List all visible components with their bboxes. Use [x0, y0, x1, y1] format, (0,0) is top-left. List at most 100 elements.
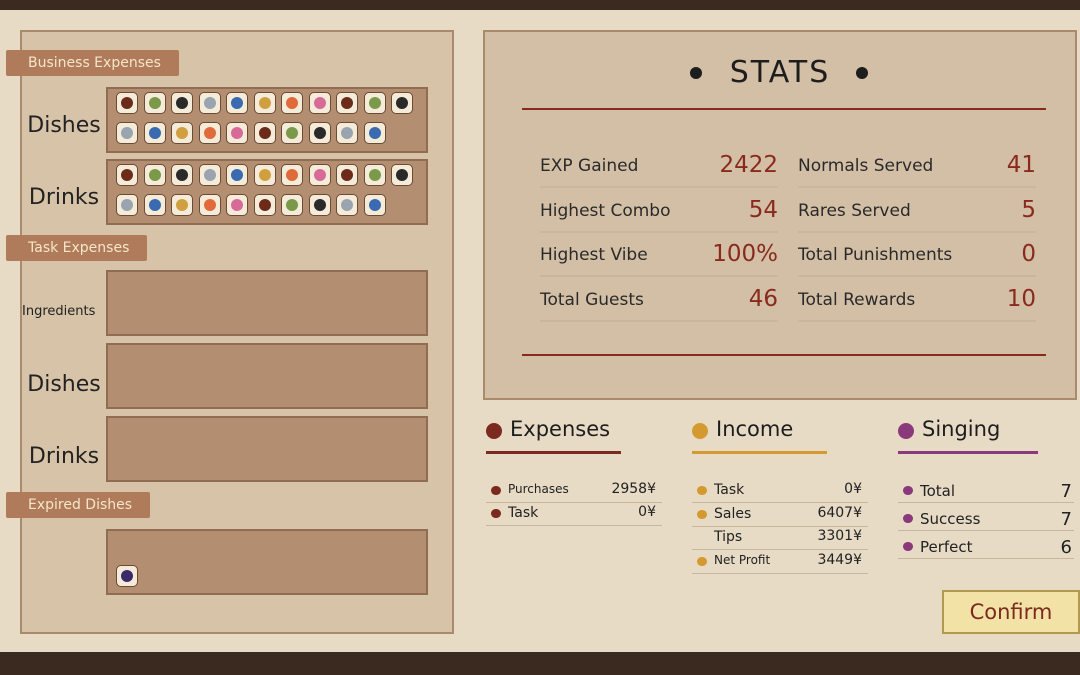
item-icon — [143, 122, 166, 144]
row-value: 0¥ — [844, 481, 862, 497]
item-icon — [143, 164, 166, 186]
row-value: 7 — [1060, 481, 1072, 502]
bullet — [697, 486, 707, 495]
row-label: Dishes — [27, 113, 101, 138]
item-icon — [198, 164, 221, 186]
dish-slot — [106, 343, 428, 409]
divider — [522, 108, 1046, 110]
bullet — [491, 486, 501, 495]
row-divider — [692, 502, 868, 503]
expired-slot — [106, 529, 428, 595]
item-icon — [116, 92, 138, 114]
row-label: Drinks — [28, 444, 100, 469]
item-icon — [143, 194, 166, 216]
row-value: 3449¥ — [817, 551, 862, 568]
item-icon — [281, 92, 303, 114]
stat-value: 0 — [1021, 241, 1036, 267]
item-icon — [198, 194, 221, 216]
item-icon — [116, 122, 138, 144]
item-icon — [171, 92, 193, 114]
item-icon — [281, 164, 303, 186]
item-icon — [336, 164, 358, 186]
item-icon — [363, 92, 386, 114]
stat-label: Rares Served — [798, 200, 911, 221]
row-label: Tips — [714, 529, 743, 545]
row-label: Drinks — [28, 185, 100, 210]
item-icon — [116, 194, 138, 216]
stat-value: 5 — [1021, 196, 1036, 223]
bullet — [697, 509, 707, 519]
item-icon — [363, 122, 386, 144]
frame — [0, 652, 1080, 675]
bullet — [903, 514, 913, 523]
row-divider — [898, 530, 1074, 531]
stat-value: 54 — [748, 196, 778, 223]
row-value: 3301¥ — [817, 528, 862, 544]
row-value: 6 — [1060, 537, 1072, 558]
stat-value: 2422 — [719, 152, 778, 178]
item-icon — [226, 194, 248, 216]
bullet — [491, 509, 501, 518]
row-divider — [692, 572, 868, 574]
item-icon — [281, 122, 303, 144]
stat-label: Total Rewards — [798, 289, 916, 310]
item-icon — [226, 92, 248, 114]
item-icon — [171, 194, 193, 216]
row-divider — [798, 186, 1036, 188]
divider — [522, 354, 1046, 356]
item-icon — [253, 194, 276, 216]
column-title: Expenses — [510, 417, 611, 441]
item-icon — [308, 92, 331, 114]
item-icon — [363, 194, 386, 216]
item-icon — [171, 122, 193, 144]
row-divider — [898, 558, 1074, 559]
item-icon — [336, 92, 358, 114]
column-title: Income — [716, 417, 794, 441]
row-divider — [692, 525, 868, 527]
item-icon — [116, 565, 138, 587]
column-title: Singing — [922, 417, 1001, 441]
row-label: Task — [714, 482, 745, 498]
row-label: Total — [920, 482, 956, 500]
bullet — [697, 556, 707, 566]
stat-value: 46 — [748, 285, 778, 312]
drink-slot — [106, 159, 428, 225]
item-icon — [171, 164, 193, 186]
row-value: 6407¥ — [817, 504, 862, 521]
row-divider — [798, 319, 1036, 322]
confirm-button[interactable]: Confirm — [942, 590, 1080, 634]
item-icon — [336, 194, 358, 216]
item-icon — [226, 122, 248, 144]
ingredient-slot — [106, 270, 428, 336]
item-icon — [363, 164, 386, 186]
item-icon — [391, 164, 413, 186]
row-label: Perfect — [920, 538, 973, 556]
stat-label: Total Guests — [540, 289, 644, 310]
row-label: Success — [920, 510, 981, 528]
stat-label: Total Punishments — [798, 245, 953, 265]
bullet — [856, 67, 868, 79]
row-label: Purchases — [508, 482, 569, 496]
stats-header: STATS — [688, 55, 872, 90]
row-divider — [540, 186, 778, 188]
row-divider — [898, 502, 1074, 503]
bullet — [692, 423, 708, 439]
item-icon — [253, 122, 276, 144]
frame — [0, 0, 1080, 10]
row-value: 0¥ — [638, 504, 656, 520]
row-divider — [486, 502, 662, 503]
row-divider — [692, 549, 868, 550]
item-icon — [308, 194, 331, 216]
row-divider — [540, 275, 778, 277]
row-divider — [540, 230, 778, 233]
item-icon — [253, 164, 276, 186]
row-label: Task — [508, 505, 539, 521]
row-divider — [798, 230, 1036, 233]
row-divider — [540, 319, 778, 322]
stat-value: 41 — [1006, 152, 1036, 178]
item-icon — [391, 92, 413, 114]
stats-title: STATS — [729, 55, 831, 90]
section-tag: Expired Dishes — [6, 492, 151, 518]
item-icon — [253, 92, 276, 114]
stat-label: Normals Served — [798, 156, 934, 176]
